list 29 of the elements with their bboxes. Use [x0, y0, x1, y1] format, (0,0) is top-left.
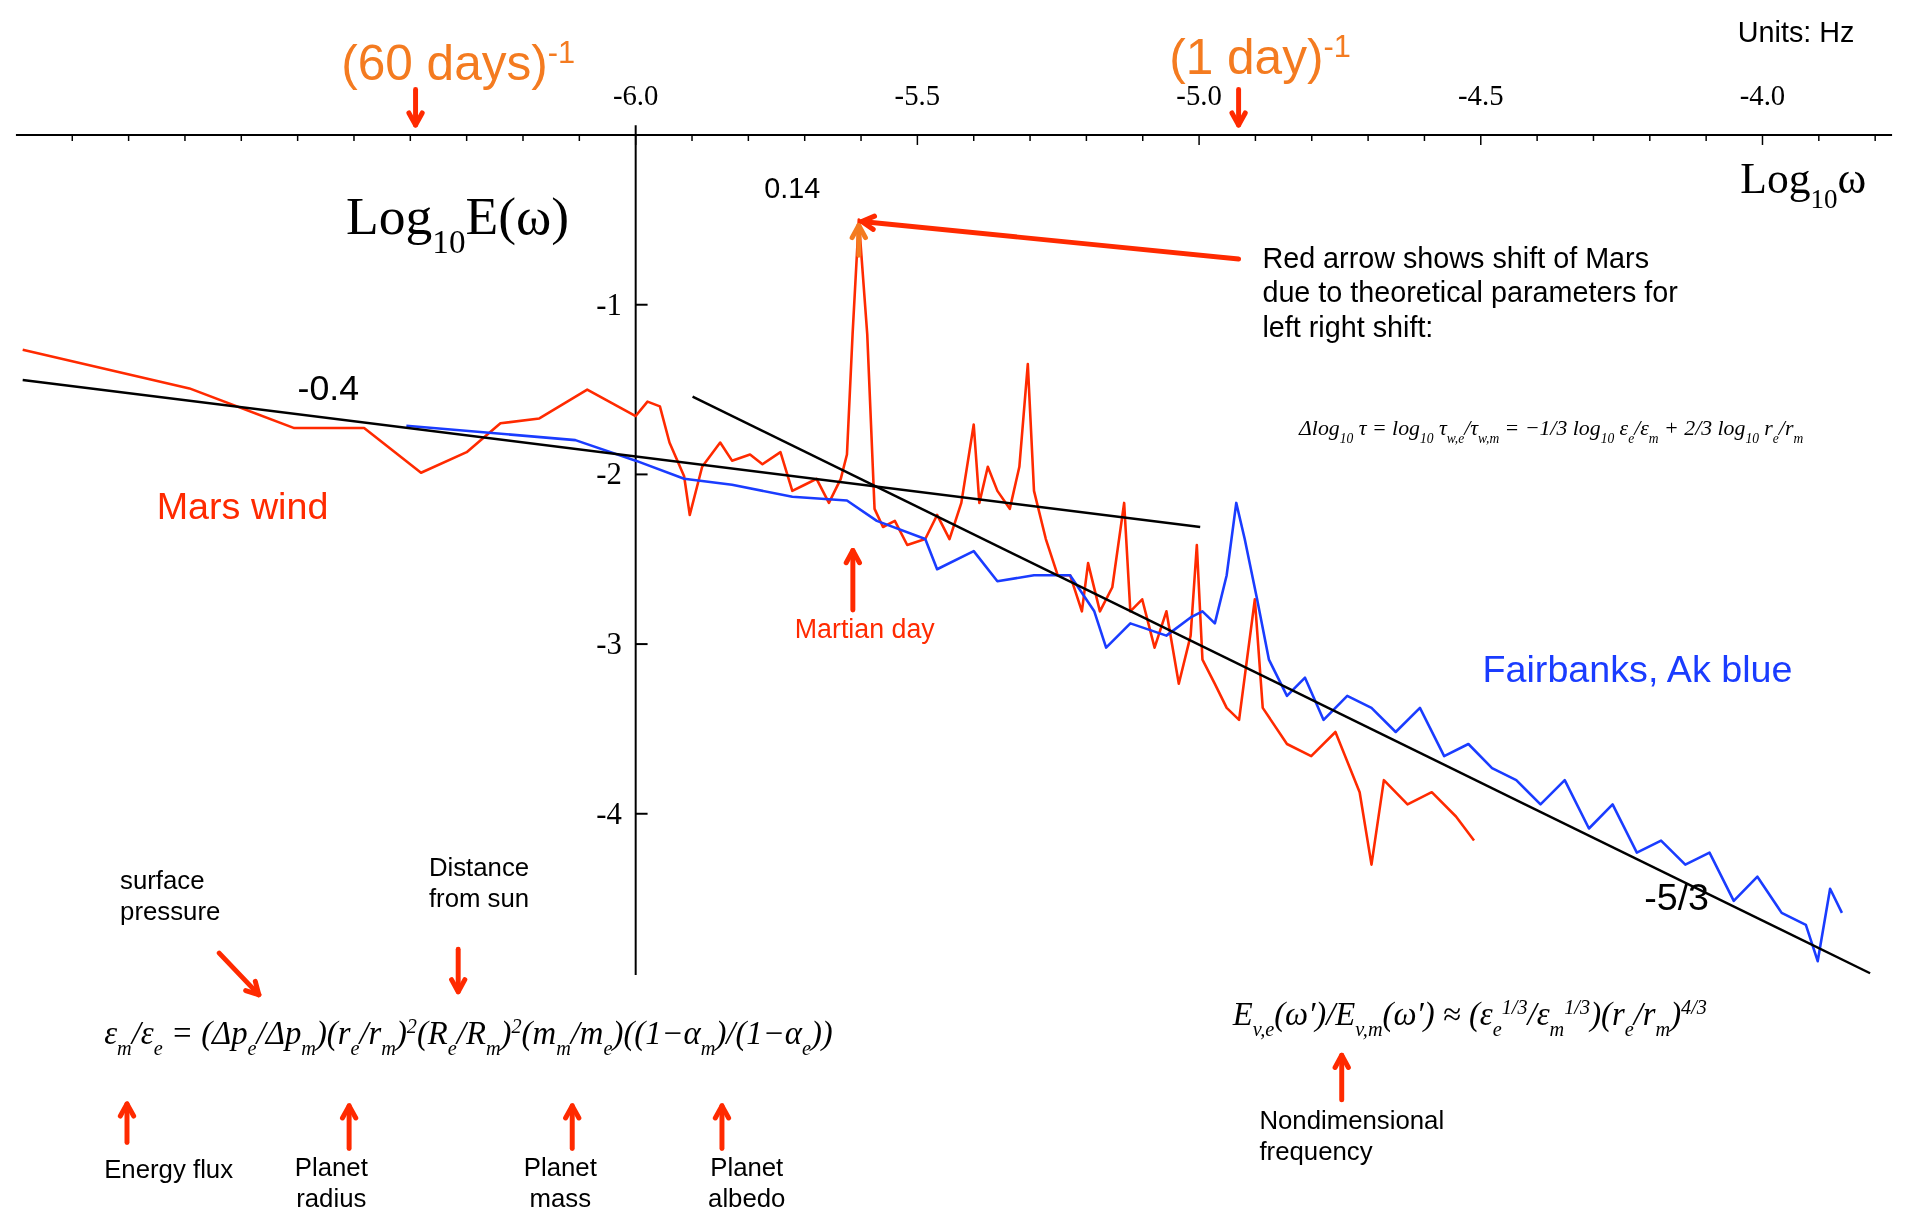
x-tick-label: -5.5 [894, 79, 941, 112]
annotation: Martian day [794, 613, 936, 644]
text: Energy flux [104, 1155, 234, 1184]
text: Planet mass [523, 1153, 597, 1213]
annotation: Red arrow shows shift of Mars due to theoretical parameters for left right shift: [1262, 241, 1679, 343]
y-tick-label: -4 [596, 796, 622, 831]
y-axis-title: Log$_{10}$E(ω) [346, 186, 570, 260]
text: Δlog$_{10}$ τ = log$_{10}$ τ$_{w,e}$/τ$_{w,m}$ = −1/3 log$_{10}$ ε$_{e}$/ε$_{m}$ + 2/3 log$_{10}$ r$_{e}$/r$_{m}$ [1299, 415, 1804, 446]
y-tick-label: -2 [596, 457, 622, 492]
annotation: 0.14 [764, 171, 821, 204]
text: ε$_{m}$/ε$_{e}$ = (Δp$_{e}$/Δp$_{m}$)(r$_{e}$/r$_{m}$)$^{2}$(R$_{e}$/R$_{m}$)$^{2}$(m$_{m}$/m$_{e}$)((1−α$_{m}$)/(1−α$_{e}$)) [104, 1015, 833, 1060]
x-tick-label: -6.0 [612, 79, 659, 112]
y-tick-label: -3 [596, 627, 622, 661]
series-label: -5/3 [1644, 876, 1710, 919]
text: Units: Hz [1737, 15, 1855, 48]
annotation: Distance from sun [428, 852, 530, 912]
text: Nondimensional frequency [1259, 1105, 1445, 1165]
x-tick-label: -4.5 [1458, 79, 1504, 112]
text: Planet radius [294, 1153, 368, 1213]
series-label: -0.4 [297, 367, 360, 408]
annotation: surface pressure [120, 865, 221, 925]
series-label: Fairbanks, Ak blue [1482, 648, 1793, 691]
text: E$_{v,e}$(ω′)/E$_{v,m}$(ω′) ≈ (ε$_{e}$$^{1/3}$/ε$_{m}$$^{1/3}$)(r$_{e}$/r$_{m}$)$^{4/3}$ [1232, 995, 1707, 1040]
series-label: Mars wind [156, 484, 329, 527]
y-tick-label: -1 [596, 287, 622, 322]
x-axis-title: Log$_{10}$ω [1740, 153, 1867, 214]
text: (60 days)$^{-1}$ [341, 34, 576, 91]
text: Planet albedo [708, 1153, 786, 1213]
x-tick-label: -4.0 [1739, 79, 1786, 112]
